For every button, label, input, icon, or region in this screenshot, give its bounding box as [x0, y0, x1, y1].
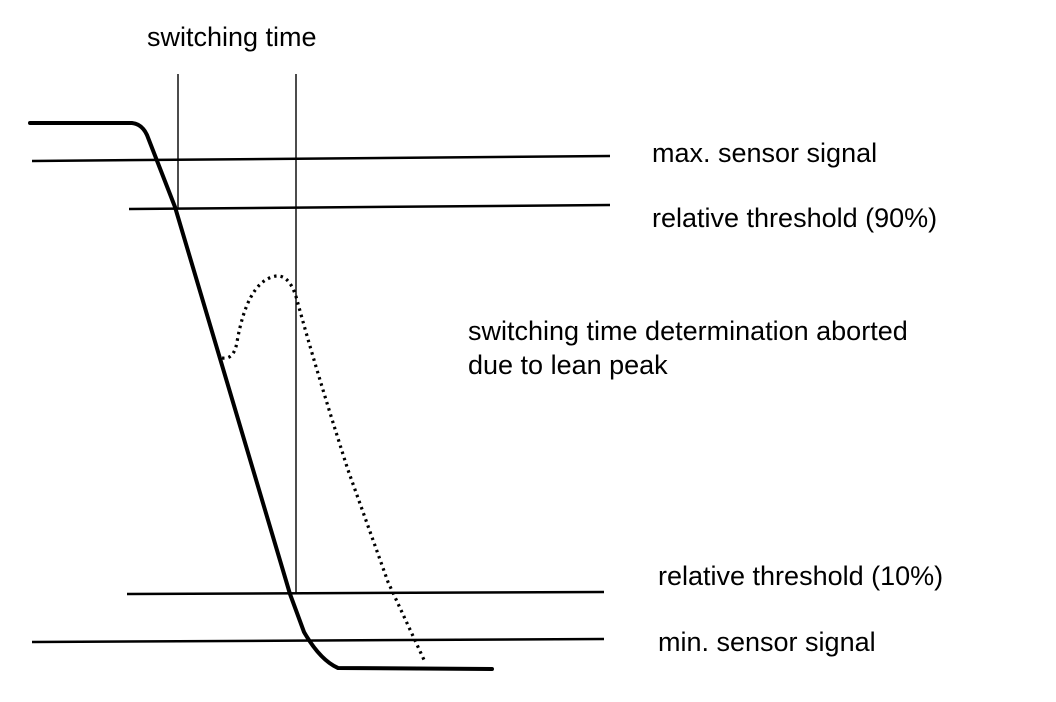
threshold-10-line: [126, 590, 605, 596]
threshold-90-label: relative threshold (90%): [652, 203, 937, 233]
max-sensor-signal-label: max. sensor signal: [652, 138, 877, 168]
threshold-90-line: [128, 203, 611, 211]
aborted-label-line1: switching time determination aborted: [468, 316, 908, 346]
min-sensor-signal-line: [31, 637, 605, 644]
lean-peak-curve: [221, 274, 427, 663]
min-sensor-signal-label: min. sensor signal: [658, 627, 876, 657]
sensor-signal-curve: [28, 121, 494, 671]
threshold-10-label: relative threshold (10%): [658, 561, 943, 591]
aborted-label-line2: due to lean peak: [468, 350, 668, 380]
max-sensor-signal-line: [31, 154, 611, 163]
switching-time-title: switching time: [147, 22, 317, 52]
